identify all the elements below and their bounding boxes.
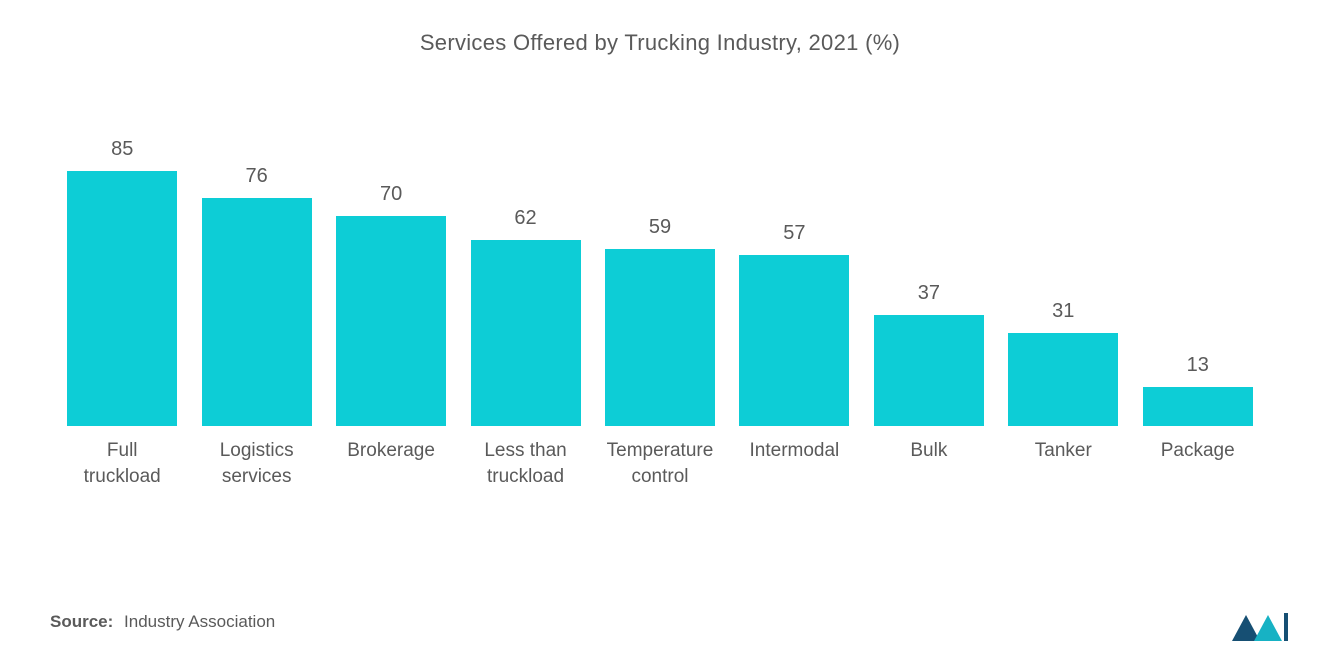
bar-group: 57 xyxy=(739,222,849,426)
bar-label: Logistics services xyxy=(201,438,311,489)
bar-label: Less than truckload xyxy=(470,438,580,489)
bar-group: 85 xyxy=(67,138,177,426)
bar-value: 59 xyxy=(649,216,671,239)
bar-value: 31 xyxy=(1052,300,1074,323)
bar xyxy=(67,171,177,426)
logo-triangle-right xyxy=(1254,615,1282,641)
bar-label: Full truckload xyxy=(67,438,177,489)
bar xyxy=(1143,387,1253,426)
labels-row: Full truckload Logistics services Broker… xyxy=(45,438,1275,489)
bar xyxy=(605,249,715,426)
bar-group: 37 xyxy=(874,282,984,426)
bar-value: 37 xyxy=(918,282,940,305)
bar-group: 70 xyxy=(336,183,446,426)
bar-value: 76 xyxy=(246,165,268,188)
logo-bar xyxy=(1284,613,1288,641)
bar-value: 85 xyxy=(111,138,133,161)
bar-group: 31 xyxy=(1008,300,1118,426)
bar-label: Package xyxy=(1143,438,1253,489)
chart-title: Services Offered by Trucking Industry, 2… xyxy=(45,30,1275,56)
bar xyxy=(1008,333,1118,426)
bar-group: 13 xyxy=(1143,354,1253,426)
bar-value: 62 xyxy=(514,207,536,230)
bar-value: 13 xyxy=(1187,354,1209,377)
bar-label: Temperature control xyxy=(605,438,715,489)
bar xyxy=(874,315,984,426)
source-line: Source: Industry Association xyxy=(50,612,275,632)
bars-area: 85 76 70 62 59 57 37 31 xyxy=(45,136,1275,426)
source-text: Industry Association xyxy=(124,612,275,631)
bar-label: Brokerage xyxy=(336,438,446,489)
bar-value: 70 xyxy=(380,183,402,206)
bar xyxy=(471,240,581,426)
bar-group: 76 xyxy=(201,165,311,426)
bar xyxy=(336,216,446,426)
chart-container: Services Offered by Trucking Industry, 2… xyxy=(0,0,1320,665)
logo-icon xyxy=(1230,609,1290,645)
bar xyxy=(739,255,849,426)
bar xyxy=(202,198,312,426)
bar-label: Bulk xyxy=(874,438,984,489)
brand-logo xyxy=(1230,609,1290,645)
bar-label: Intermodal xyxy=(739,438,849,489)
bar-group: 62 xyxy=(470,207,580,426)
bar-group: 59 xyxy=(605,216,715,426)
source-label: Source: xyxy=(50,612,113,631)
logo-triangle-left xyxy=(1232,615,1260,641)
bar-label: Tanker xyxy=(1008,438,1118,489)
bar-value: 57 xyxy=(783,222,805,245)
